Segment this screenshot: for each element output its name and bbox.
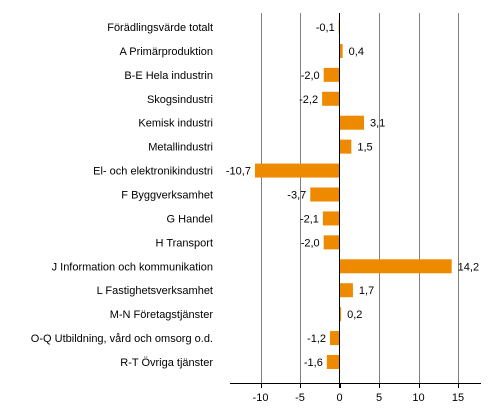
x-tick-label: -10 [253, 392, 269, 404]
x-tick-label: 10 [412, 392, 424, 404]
category-label: H Transport [156, 237, 213, 249]
category-label: J Information och kommunikation [52, 261, 213, 273]
value-label: -3,7 [287, 190, 306, 202]
value-label: 1,5 [357, 142, 372, 154]
bar [339, 139, 352, 154]
category-label: M-N Företagstjänster [110, 309, 214, 321]
bar [322, 91, 340, 106]
value-label: -10,7 [226, 166, 251, 178]
x-tick-label: -5 [295, 392, 305, 404]
bar [339, 259, 452, 274]
bar [323, 235, 340, 250]
gridlines [261, 13, 459, 383]
value-label: -1,2 [307, 333, 326, 345]
bar [326, 355, 340, 369]
bar [322, 211, 340, 226]
bar [310, 187, 340, 202]
category-label: O-Q Utbildning, vård och omsorg o.d. [31, 333, 213, 345]
bar [339, 43, 343, 58]
category-label: A Primärproduktion [119, 46, 213, 58]
value-label: 1,7 [359, 285, 374, 297]
category-label: G Handel [167, 213, 213, 225]
x-tick-label: 0 [336, 392, 342, 404]
category-label: Metallindustri [148, 142, 213, 154]
category-labels: Förädlingsvärde totalt A Primärproduktion… [31, 22, 214, 369]
value-label: 0,2 [347, 309, 362, 321]
value-label: 0,4 [349, 46, 364, 58]
x-tick-label: 5 [376, 392, 382, 404]
x-tick-labels: -10 -5 0 5 10 15 [253, 392, 465, 404]
value-label: -1,6 [304, 357, 323, 369]
category-label: Kemisk industri [138, 118, 213, 130]
value-label: -2,2 [299, 94, 318, 106]
x-tick-label: 15 [452, 392, 464, 404]
value-label: -2,1 [300, 213, 319, 225]
category-label: B-E Hela industrin [124, 70, 213, 82]
category-label: Förädlingsvärde totalt [107, 22, 213, 34]
category-label: El- och elektronikindustri [93, 166, 213, 178]
axes [230, 13, 481, 388]
value-labels: -0,1 0,4 -2,0 -2,2 3,1 1,5 -10,7 -3,7 -2,1 -2,0 14… [226, 22, 479, 369]
value-label: 3,1 [370, 118, 385, 130]
bar [330, 331, 340, 346]
value-label: -2,0 [301, 237, 320, 249]
bar [254, 163, 340, 178]
category-label: F Byggverksamhet [121, 190, 213, 202]
category-label: L Fastighetsverksamhet [97, 285, 213, 297]
value-label: -2,0 [301, 70, 320, 82]
bar [323, 67, 340, 82]
bar [339, 283, 353, 298]
category-label: R-T Övriga tjänster [120, 357, 213, 369]
bar [339, 307, 342, 322]
bars [254, 20, 452, 369]
value-label: -0,1 [316, 22, 335, 34]
value-label: 14,2 [458, 261, 479, 273]
bar [339, 115, 364, 130]
category-label: Skogsindustri [147, 94, 213, 106]
